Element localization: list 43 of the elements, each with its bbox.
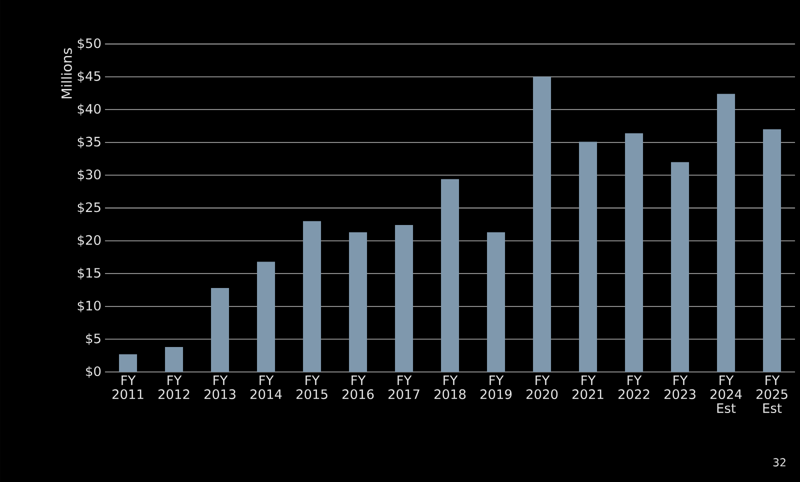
bar bbox=[441, 179, 460, 372]
bar bbox=[625, 133, 644, 372]
bar bbox=[763, 129, 782, 372]
y-tick-label: $20 bbox=[78, 234, 101, 247]
bar bbox=[119, 354, 138, 372]
y-tick-label: $5 bbox=[86, 333, 100, 346]
bar bbox=[165, 347, 184, 372]
x-tick-label: FY 2015 bbox=[296, 376, 328, 400]
y-tick-label: $40 bbox=[78, 104, 101, 116]
x-tick-label: FY 2014 bbox=[250, 376, 282, 400]
bar bbox=[257, 262, 276, 372]
x-tick-label: FY 2012 bbox=[158, 376, 190, 400]
x-tick-label: FY 2017 bbox=[388, 376, 420, 400]
y-tick-label: $30 bbox=[78, 169, 101, 182]
y-tick-label: $50 bbox=[78, 38, 101, 50]
x-tick-label: FY 2025 Est bbox=[756, 376, 788, 414]
x-tick-label: FY 2013 bbox=[204, 376, 236, 400]
x-tick-label: FY 2020 bbox=[526, 376, 558, 400]
x-tick-label: FY 2023 bbox=[664, 376, 696, 400]
text: 32 bbox=[773, 458, 786, 466]
bar bbox=[395, 225, 414, 372]
x-tick-label: FY 2018 bbox=[434, 376, 466, 400]
y-tick-label: $45 bbox=[78, 70, 100, 83]
bar bbox=[487, 232, 506, 372]
y-tick-label: $25 bbox=[78, 202, 100, 214]
x-tick-label: FY 2019 bbox=[480, 376, 512, 400]
bar bbox=[211, 288, 230, 372]
bar bbox=[671, 162, 690, 372]
bar bbox=[717, 94, 736, 372]
bar bbox=[579, 142, 598, 372]
x-tick-label: FY 2016 bbox=[342, 376, 374, 400]
x-tick-label: FY 2024 Est bbox=[710, 376, 742, 414]
y-tick-label: $35 bbox=[78, 136, 100, 148]
bar bbox=[533, 76, 552, 372]
x-tick-label: FY 2011 bbox=[112, 376, 144, 400]
x-tick-label: FY 2021 bbox=[572, 376, 604, 400]
y-axis-title: Millions bbox=[61, 48, 72, 98]
y-tick-label: $15 bbox=[78, 268, 100, 280]
y-tick-label: $10 bbox=[78, 300, 101, 312]
bar bbox=[303, 221, 322, 372]
y-tick-label: $0 bbox=[86, 366, 101, 378]
bar bbox=[349, 232, 368, 372]
x-tick-label: FY 2022 bbox=[618, 376, 650, 400]
